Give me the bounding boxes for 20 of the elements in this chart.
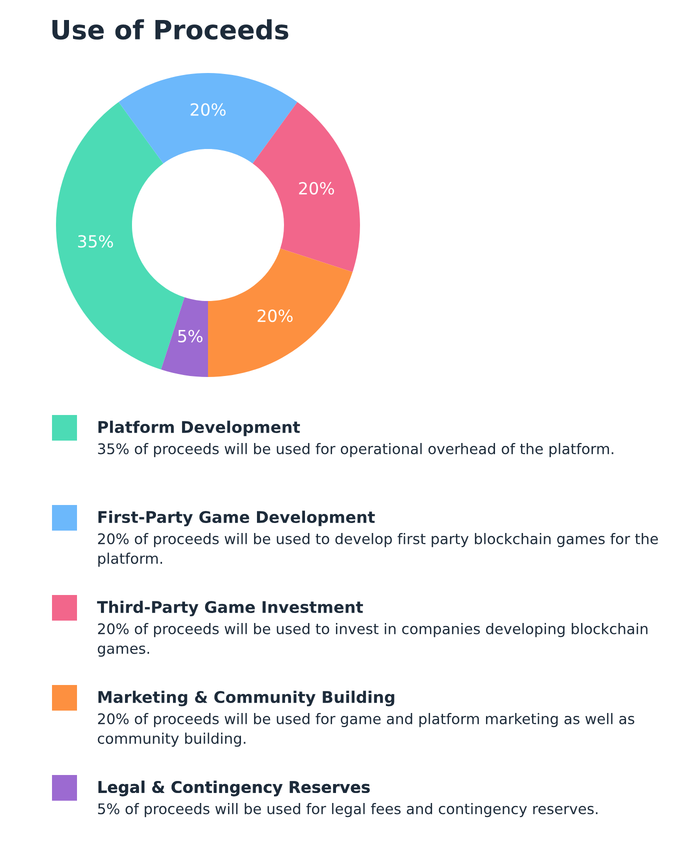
legend-label: Marketing & Community Building bbox=[98, 690, 394, 706]
data-label: 35% bbox=[78, 235, 114, 248]
text: 20% of proceeds will be used for game and platform marketing as well as community building. bbox=[98, 713, 634, 747]
data-label: 20% bbox=[258, 309, 293, 322]
text: 20% of proceeds will be used to invest in companies developing blockchain games. bbox=[98, 623, 648, 657]
data-label: 20% bbox=[190, 103, 226, 116]
donut-slice bbox=[252, 102, 360, 272]
donut-slice bbox=[208, 248, 353, 377]
legend-label: Third-Party Game Investment bbox=[97, 600, 363, 616]
text: 35% of proceeds will be used for operational overhead of the platform. bbox=[98, 443, 614, 458]
data-label: 5% bbox=[178, 330, 202, 342]
text: 20% of proceeds will be used to develop first party blockchain games for the platform. bbox=[98, 533, 658, 567]
text: 5% of proceeds will be used for legal fees and contingency reserves. bbox=[98, 803, 598, 818]
donut-slice bbox=[118, 73, 298, 164]
data-label: 20% bbox=[299, 182, 334, 195]
legend-label: Legal & Contingency Reserves bbox=[98, 780, 370, 796]
legend-label: First-Party Game Development bbox=[98, 510, 375, 526]
legend-label: Platform Development bbox=[98, 420, 300, 436]
donut-slice bbox=[161, 297, 208, 377]
chart-title: Use of Proceeds bbox=[52, 19, 288, 40]
